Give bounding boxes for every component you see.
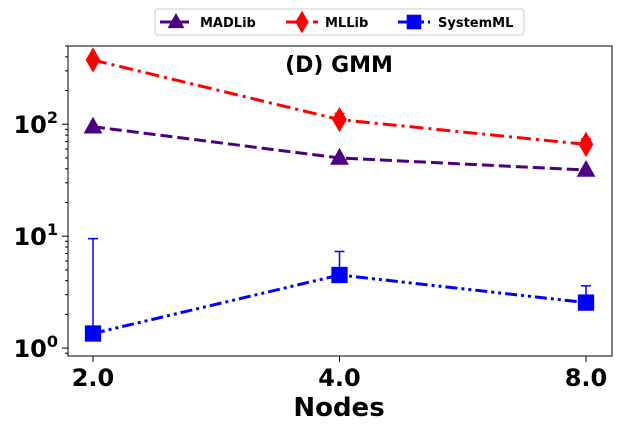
legend-label: MLLib	[325, 16, 368, 31]
series-layer	[83, 47, 596, 342]
data-point	[578, 131, 594, 158]
y-tick-label: 101	[13, 220, 58, 251]
series-line	[92, 273, 587, 335]
y-tick-label: 102	[13, 108, 58, 139]
legend: MADLib MLLib SystemML	[154, 8, 525, 36]
data-point	[332, 106, 347, 133]
data-point	[85, 47, 101, 73]
legend-label: MADLib	[200, 16, 256, 31]
series-madlib	[83, 116, 596, 177]
y-axis: 100 101 102	[13, 45, 68, 363]
x-tick-label: 4.0	[318, 364, 361, 392]
x-axis: 2.0 4.0 8.0	[72, 356, 608, 392]
legend-box	[154, 8, 525, 36]
chart-title: (D) GMM	[285, 53, 393, 78]
y-tick-label: 100	[13, 332, 58, 363]
x-axis-label: Nodes	[293, 393, 384, 423]
series-mllib	[85, 47, 594, 158]
series-systemml	[84, 237, 595, 342]
x-tick-label: 2.0	[72, 364, 115, 392]
plot-area	[67, 45, 613, 357]
data-point	[577, 294, 595, 311]
legend-entry-systemml: SystemML	[398, 14, 513, 31]
data-point	[330, 147, 349, 165]
data-point	[84, 325, 102, 342]
data-point	[83, 116, 103, 134]
legend-marker	[167, 12, 185, 29]
legend-entry-mllib: MLLib	[286, 10, 368, 34]
data-point	[331, 266, 348, 284]
legend-label: SystemML	[438, 16, 513, 31]
x-tick-label: 8.0	[565, 364, 608, 392]
legend-entry-madlib: MADLib	[160, 12, 256, 31]
legend-marker	[295, 10, 309, 34]
data-point	[576, 159, 596, 177]
legend-marker	[406, 14, 422, 30]
